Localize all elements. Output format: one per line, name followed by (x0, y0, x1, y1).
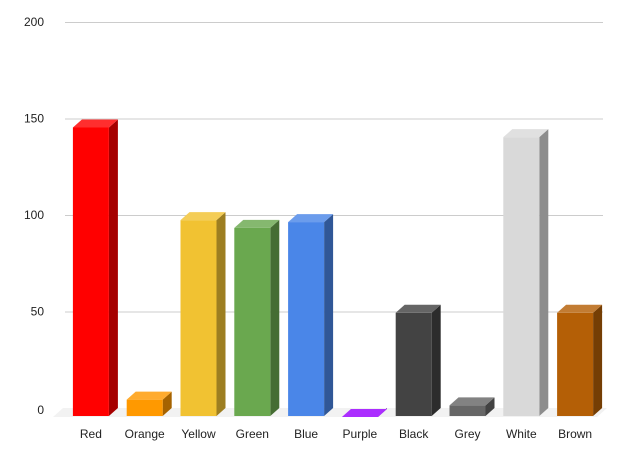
bar-top-grey (449, 397, 495, 406)
bar-top-yellow (180, 212, 226, 221)
x-tick-label-yellow: Yellow (181, 427, 216, 441)
bar-black (395, 304, 441, 416)
bar-green (234, 219, 280, 416)
y-tick-label-200: 200 (24, 15, 44, 29)
bar-top-brown (557, 304, 603, 313)
bar-front-yellow (180, 220, 217, 416)
x-axis: Red Orange Yellow Green Blue Purple Black Grey W… (80, 427, 592, 441)
bar-side-black (431, 304, 441, 416)
bar-side-blue (324, 214, 334, 416)
bar-grey (449, 397, 495, 416)
bar-side-brown (593, 304, 603, 416)
y-tick-label-0: 0 (37, 403, 44, 417)
x-tick-label-white: White (506, 427, 537, 441)
x-tick-label-orange: Orange (125, 427, 165, 441)
x-tick-label-purple: Purple (343, 427, 378, 441)
bar-front-grey (449, 405, 486, 416)
bar-top-black (395, 304, 441, 313)
bar-top-green (234, 219, 280, 228)
bar-top-purple (341, 409, 387, 417)
bar-yellow (180, 212, 226, 416)
bar-front-orange (126, 399, 163, 416)
bar-front-green (234, 227, 271, 416)
bar-front-brown (557, 312, 594, 416)
bar-front-white (503, 137, 540, 416)
y-tick-label-100: 100 (24, 208, 44, 222)
x-tick-label-blue: Blue (294, 427, 318, 441)
y-axis: 0 50 100 150 200 (24, 15, 44, 417)
x-tick-label-red: Red (80, 427, 102, 441)
bar-top-blue (288, 214, 334, 223)
x-tick-label-green: Green (236, 427, 269, 441)
bar-red (72, 119, 118, 416)
x-tick-label-grey: Grey (454, 427, 480, 441)
bar-top-orange (126, 391, 172, 400)
bar-blue (288, 214, 334, 416)
bar-front-black (395, 312, 432, 416)
bar-white (503, 129, 549, 416)
bars (72, 119, 603, 417)
bar-top-red (72, 119, 118, 128)
bar-side-white (539, 129, 549, 416)
bar-side-green (270, 219, 280, 416)
bar-brown (557, 304, 603, 416)
bar-side-grey (485, 397, 495, 416)
y-tick-label-150: 150 (24, 112, 44, 126)
bar-front-red (72, 127, 109, 416)
x-tick-label-black: Black (399, 427, 429, 441)
bar-side-yellow (216, 212, 226, 416)
bar-front-blue (288, 222, 325, 416)
bar-side-orange (162, 391, 172, 416)
y-tick-label-50: 50 (31, 305, 45, 319)
bar-purple (341, 408, 387, 417)
bar-side-red (108, 119, 118, 416)
x-tick-label-brown: Brown (558, 427, 592, 441)
bar-orange (126, 391, 172, 416)
bar-top-white (503, 129, 549, 138)
